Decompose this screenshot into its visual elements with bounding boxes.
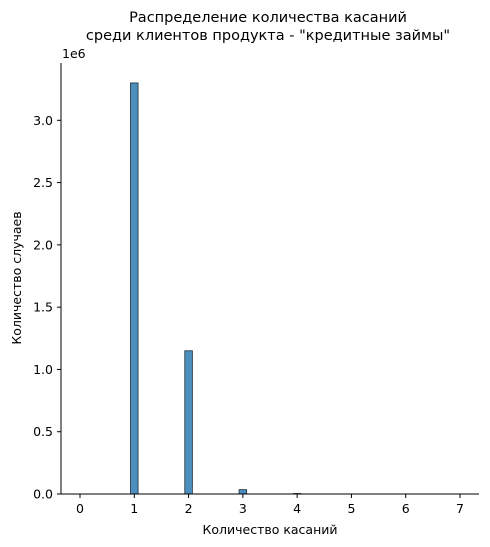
histogram-bar (130, 82, 139, 495)
x-tick-label: 6 (402, 501, 410, 516)
y-axis-label: Количество случаев (9, 211, 24, 344)
y-tick-label: 0.5 (33, 424, 53, 439)
chart-title-line-2: среди клиентов продукта - "кредитные зай… (86, 28, 450, 44)
y-offset-label: 1e6 (62, 46, 86, 61)
chart-title-line-1: Распределение количества касаний (129, 10, 407, 26)
y-tick-label: 2.0 (33, 237, 53, 252)
x-tick-label: 7 (456, 501, 464, 516)
x-axis-ticks: 0 1 2 3 4 5 6 7 (76, 494, 464, 516)
x-tick-label: 0 (76, 501, 84, 516)
x-axis-label: Количество касаний (202, 522, 337, 537)
histogram-bar (238, 489, 248, 495)
y-tick-label: 2.5 (33, 175, 53, 190)
x-tick-label: 2 (185, 501, 193, 516)
x-tick-label: 1 (130, 501, 138, 516)
x-tick-label: 4 (293, 501, 301, 516)
y-tick-label: 1.0 (33, 362, 53, 377)
y-tick-label: 1.5 (33, 300, 53, 315)
x-tick-label: 3 (239, 501, 247, 516)
y-axis-ticks: 0.0 0.5 1.0 1.5 2.0 2.5 3.0 (33, 113, 61, 502)
histogram-bar (184, 350, 193, 495)
bars-group (130, 82, 302, 495)
y-tick-label: 3.0 (33, 113, 53, 128)
y-tick-label: 0.0 (33, 487, 53, 502)
x-tick-label: 5 (347, 501, 355, 516)
